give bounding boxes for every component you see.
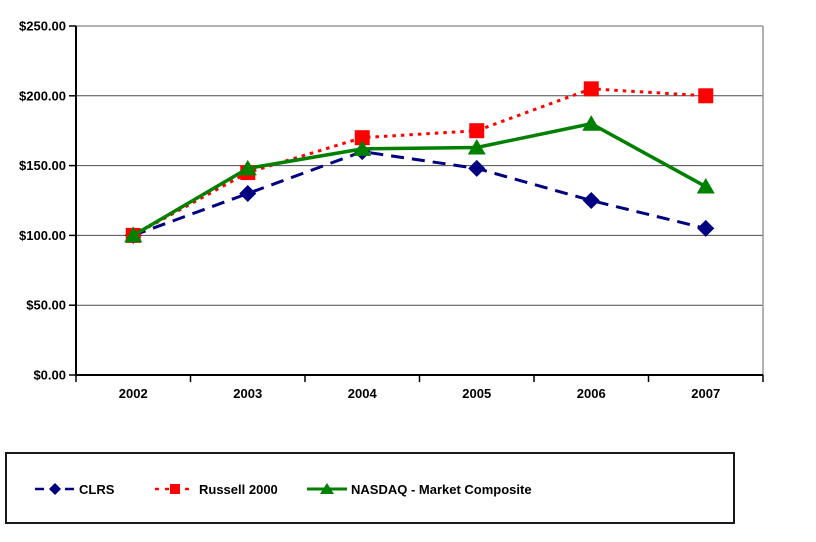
x-axis-label-2006: 2006 bbox=[577, 386, 606, 401]
x-axis-label-2002: 2002 bbox=[119, 386, 148, 401]
y-axis-label-0: $0.00 bbox=[33, 368, 66, 383]
y-axis-label-200: $200.00 bbox=[19, 88, 66, 103]
marker-diamond-2003 bbox=[239, 185, 257, 203]
legend-label-nasdaq: NASDAQ - Market Composite bbox=[351, 481, 532, 497]
marker-diamond-2005 bbox=[468, 159, 486, 177]
x-axis-label-2007: 2007 bbox=[691, 386, 720, 401]
marker-triangle-2004 bbox=[353, 140, 372, 156]
y-axis-label-100: $100.00 bbox=[19, 228, 66, 243]
x-axis-label-2004: 2004 bbox=[348, 386, 378, 401]
y-axis-label-250: $250.00 bbox=[19, 19, 66, 34]
y-axis-label-50: $50.00 bbox=[26, 298, 66, 313]
y-axis-label-150: $150.00 bbox=[19, 158, 66, 173]
nasdaq-solid-triangle-icon bbox=[307, 483, 347, 494]
marker-square-2006 bbox=[583, 81, 599, 97]
legend: CLRS Russell 2000 NASDAQ - Market Compos… bbox=[5, 452, 735, 524]
marker-square-2004 bbox=[354, 130, 370, 146]
legend-entry-russell-2000: Russell 2000 bbox=[155, 480, 278, 498]
series-line-0 bbox=[132, 150, 707, 237]
x-axis-label-2005: 2005 bbox=[462, 386, 491, 401]
series-line-2 bbox=[132, 121, 707, 237]
marker-square-2007 bbox=[698, 88, 714, 104]
marker-triangle-2003 bbox=[238, 159, 257, 176]
legend-label-russell-2000: Russell 2000 bbox=[199, 481, 278, 497]
legend-label-clrs: CLRS bbox=[79, 481, 115, 497]
x-axis-label-2003: 2003 bbox=[233, 386, 262, 401]
marker-triangle-2006 bbox=[582, 115, 601, 131]
marker-diamond-2007 bbox=[697, 219, 715, 237]
russell-dotted-square-icon bbox=[155, 484, 195, 494]
legend-entry-clrs: CLRS bbox=[35, 480, 114, 498]
marker-square-2005 bbox=[469, 123, 485, 139]
clrs-dashed-diamond-icon bbox=[35, 483, 75, 495]
performance-line-chart: $0.00 $50.00 $100.00 $150.00 $200.00 $250.00 2… bbox=[19, 19, 764, 401]
legend-entry-nasdaq: NASDAQ - Market Composite bbox=[307, 480, 532, 498]
marker-diamond-2006 bbox=[582, 192, 600, 209]
marker-triangle-2005 bbox=[467, 138, 486, 155]
series-line-1 bbox=[132, 87, 706, 237]
marker-triangle-2007 bbox=[696, 178, 715, 194]
marker-triangle-2002 bbox=[124, 226, 143, 243]
